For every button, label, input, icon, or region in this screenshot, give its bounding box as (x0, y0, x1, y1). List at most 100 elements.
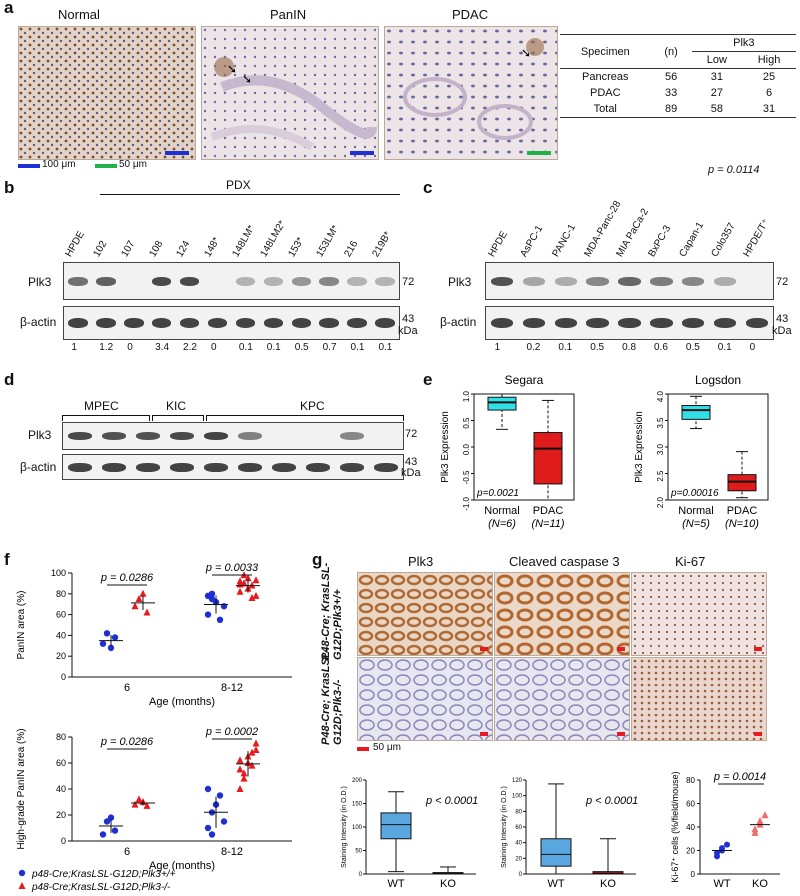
quant-value: 0 (127, 342, 133, 353)
blot-band (291, 318, 312, 328)
box-body (540, 838, 572, 867)
scatter-point (751, 825, 759, 833)
blot-band (235, 318, 256, 328)
scatter-point (216, 792, 224, 799)
quant-value: 3.4 (155, 342, 170, 353)
y-tick-label: 0 (61, 836, 66, 846)
x-n: (N=11) (531, 518, 564, 530)
table-cell: 89 (664, 103, 678, 115)
quant-value: 0 (210, 342, 217, 353)
image-label-normal: Normal (58, 7, 100, 22)
boxplot-title: Segara (505, 373, 544, 387)
specimen-table: Specimen (n) Plk3 Low High Pancreas 56 31 25 P… (560, 34, 796, 118)
legend-marker-wt (18, 869, 26, 877)
x-category: WT (547, 878, 564, 890)
quant-value: 0.7 (322, 342, 337, 353)
y-tick-label: 100 (352, 825, 363, 831)
blot-band (618, 318, 641, 328)
p-value: p=0.00016 (670, 488, 719, 499)
table-pvalue: p = 0.0114 (708, 164, 760, 176)
scatter-point (111, 827, 119, 834)
y-tick-label: 2.0 (656, 496, 665, 508)
blot-band (618, 276, 641, 286)
blot-band (102, 462, 126, 472)
scatter-point (244, 574, 252, 582)
mw-b-72: 72 (402, 276, 415, 288)
lane-label: 153LM* (314, 223, 342, 259)
y-tick-label: 20 (56, 651, 66, 661)
y-axis-label: Plk3 Expression (634, 411, 645, 483)
blot-d-row1: Plk3 (28, 428, 52, 442)
lane-label: 107 (119, 239, 137, 259)
blot-band (263, 276, 284, 286)
table-cell: Pancreas (582, 71, 629, 83)
y-tick-label: 20 (515, 856, 522, 862)
blot-band (522, 318, 545, 328)
blot-band (272, 462, 296, 472)
p-value: p = 0.0014 (713, 771, 766, 783)
y-tick-label: -0.5 (462, 470, 471, 484)
blot-band (554, 276, 577, 286)
panel-a-letter: a (4, 0, 14, 17)
blot-band (263, 318, 284, 328)
scatter-point (107, 644, 115, 652)
x-axis-label: Age (months) (149, 860, 215, 872)
y-tick-label: 200 (352, 778, 363, 784)
scatter-point (252, 746, 260, 753)
y-tick-label: 60 (686, 800, 695, 809)
blot-band (68, 432, 92, 440)
y-tick-label: 100 (51, 568, 66, 578)
x-tick-label: 6 (124, 682, 130, 694)
y-axis-label: PanIN area (%) (16, 591, 27, 660)
blot-c-row1: Plk3 (448, 275, 472, 289)
blot-band (319, 318, 339, 328)
x-category: WT (387, 878, 404, 890)
g-col-plk3: Plk3 (408, 554, 434, 569)
y-axis-label: Ki-67⁺ cells (%/field/mouse) (670, 771, 680, 882)
panel-f-letter: f (4, 550, 10, 569)
scatter-point (131, 602, 139, 610)
scale-label-100: 100 μm (42, 159, 76, 170)
image-label-panin: PanIN (270, 7, 307, 22)
blot-b-plk3 (63, 262, 400, 300)
blot-band (68, 318, 88, 328)
lane-label: 219B* (370, 229, 394, 259)
kda-c: kDa (772, 325, 792, 337)
y-tick-label: 20 (686, 847, 695, 856)
lane-label: 148LM* (230, 223, 258, 259)
y-tick-label: 3.5 (656, 417, 665, 429)
y-axis-label: Staining Intensity (in O.D.) (501, 786, 508, 868)
pdx-bracket (100, 194, 400, 195)
g-img-plk3-ko (357, 657, 493, 741)
y-axis-label: High-grade PanIN area (%) (16, 728, 27, 849)
blot-band (682, 276, 705, 286)
y-tick-label: 4.0 (656, 390, 665, 402)
quant-value: 0.6 (654, 342, 668, 353)
legend-label-wt: p48-Cre;KrasLSL-G12D;Plk3+/+ (31, 869, 176, 880)
blot-b-row2: β-actin (20, 315, 57, 329)
table-cell: 31 (762, 103, 776, 115)
x-tick-label: 8-12 (221, 846, 243, 858)
blot-band (554, 318, 577, 328)
scale-label-50: 50 μm (119, 159, 147, 170)
y-tick-label: 150 (352, 802, 363, 808)
blot-band (238, 462, 262, 472)
legend-marker-ko (18, 882, 26, 889)
blot-band (745, 318, 769, 328)
blot-band (490, 318, 514, 328)
blot-band (68, 462, 92, 472)
g-img-ki67-wt (631, 572, 767, 656)
p-value: p < 0.0001 (425, 795, 478, 807)
blot-b-actin (63, 306, 400, 340)
scatter-point (99, 831, 107, 838)
quant-value: 1.2 (99, 342, 114, 353)
mw-d-43: 43 (405, 456, 418, 468)
p-value: p = 0.0033 (205, 562, 259, 574)
lane-label: 102 (91, 239, 110, 259)
x-n: (N=5) (682, 518, 710, 530)
blot-band (179, 318, 200, 328)
y-tick-label: 120 (512, 778, 523, 784)
panel-c-letter: c (423, 178, 433, 197)
th-high: High (757, 54, 781, 66)
blot-band (714, 276, 737, 286)
